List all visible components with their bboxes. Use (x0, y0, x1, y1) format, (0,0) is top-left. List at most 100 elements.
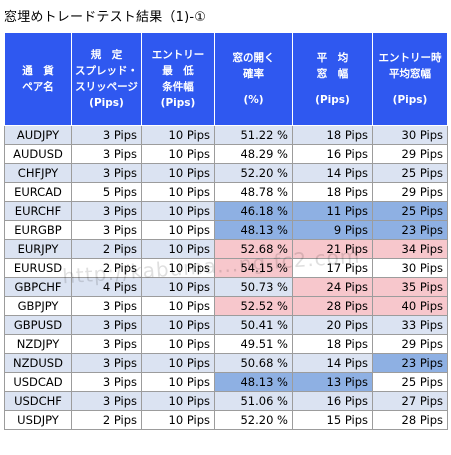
spread-cell: 3 Pips (71, 296, 142, 316)
header-spread: 規 定スプレッド・ スリッページ (Pips) (71, 32, 142, 126)
probability-cell: 49.51 % (214, 334, 293, 354)
spread-cell: 3 Pips (71, 372, 142, 392)
pair-cell: AUDJPY (4, 125, 72, 145)
min-entry-cell: 10 Pips (141, 296, 215, 316)
avg-window-cell: 9 Pips (292, 220, 373, 240)
pair-cell: EURGBP (4, 220, 72, 240)
header-line: 最 低 (162, 65, 194, 77)
table-row: GBPJPY 3 Pips 10 Pips 52.52 % 28 Pips 40 Pips (4, 296, 448, 316)
probability-cell: 48.29 % (214, 144, 293, 164)
avg-window-cell: 20 Pips (292, 315, 373, 335)
header-line: 通 貨 (22, 65, 54, 77)
entry-avg-window-cell: 27 Pips (372, 391, 448, 411)
probability-cell: 48.13 % (214, 220, 293, 240)
entry-avg-window-cell: 34 Pips (372, 239, 448, 259)
min-entry-cell: 10 Pips (141, 220, 215, 240)
entry-avg-window-cell: 29 Pips (372, 144, 448, 164)
avg-window-cell: 18 Pips (292, 125, 373, 145)
header-probability: 窓の開く確率 (%) (214, 32, 293, 126)
pair-cell: AUDUSD (4, 144, 72, 164)
pair-cell: EURCHF (4, 201, 72, 221)
header-spacer (295, 82, 370, 92)
pair-cell: CHFJPY (4, 163, 72, 183)
entry-avg-window-cell: 30 Pips (372, 125, 448, 145)
header-line: 確率 (243, 68, 264, 80)
avg-window-cell: 16 Pips (292, 391, 373, 411)
entry-avg-window-cell: 33 Pips (372, 315, 448, 335)
pair-cell: USDJPY (4, 410, 72, 430)
min-entry-cell: 10 Pips (141, 334, 215, 354)
spread-cell: 3 Pips (71, 125, 142, 145)
min-entry-cell: 10 Pips (141, 410, 215, 430)
spread-cell: 3 Pips (71, 163, 142, 183)
entry-avg-window-cell: 40 Pips (372, 296, 448, 316)
spread-cell: 3 Pips (71, 220, 142, 240)
entry-avg-window-cell: 25 Pips (372, 163, 448, 183)
probability-cell: 52.68 % (214, 239, 293, 259)
header-min-entry: エントリー最 低条件幅 (Pips) (141, 32, 215, 126)
spread-cell: 3 Pips (71, 144, 142, 164)
table-row: NZDUSD 3 Pips 10 Pips 50.68 % 14 Pips 23 Pips (4, 353, 448, 373)
probability-cell: 50.41 % (214, 315, 293, 335)
pair-cell: GBPUSD (4, 315, 72, 335)
header-line: 窓の開く (232, 52, 275, 64)
probability-cell: 48.13 % (214, 372, 293, 392)
header-line: スリッページ (75, 81, 138, 93)
entry-avg-window-cell: 35 Pips (372, 277, 448, 297)
avg-window-cell: 21 Pips (292, 239, 373, 259)
avg-window-cell: 11 Pips (292, 201, 373, 221)
table-row: EURUSD 2 Pips 10 Pips 54.15 % 17 Pips 30 Pips (4, 258, 448, 278)
pair-cell: EURJPY (4, 239, 72, 259)
header-pair: 通 貨ペア名 (4, 32, 72, 126)
avg-window-cell: 16 Pips (292, 144, 373, 164)
avg-window-cell: 13 Pips (292, 372, 373, 392)
header-line: (%) (243, 94, 264, 106)
table-row: EURGBP 3 Pips 10 Pips 48.13 % 9 Pips 23 Pips (4, 220, 448, 240)
header-line: 平均窓幅 (389, 68, 431, 80)
results-table: 通 貨ペア名 規 定スプレッド・ スリッページ (Pips) エントリー最 低条件幅… (4, 32, 448, 430)
min-entry-cell: 10 Pips (141, 258, 215, 278)
header-line: 窓 幅 (316, 68, 349, 80)
header-spacer (217, 82, 290, 92)
header-line: 条件幅 (162, 81, 194, 93)
entry-avg-window-cell: 23 Pips (372, 220, 448, 240)
entry-avg-window-cell: 25 Pips (372, 372, 448, 392)
min-entry-cell: 10 Pips (141, 372, 215, 392)
pair-cell: EURUSD (4, 258, 72, 278)
spread-cell: 5 Pips (71, 182, 142, 202)
entry-avg-window-cell: 23 Pips (372, 353, 448, 373)
min-entry-cell: 10 Pips (141, 201, 215, 221)
probability-cell: 48.78 % (214, 182, 293, 202)
table-row: EURJPY 2 Pips 10 Pips 52.68 % 21 Pips 34 Pips (4, 239, 448, 259)
probability-cell: 46.18 % (214, 201, 293, 221)
entry-avg-window-cell: 29 Pips (372, 182, 448, 202)
avg-window-cell: 18 Pips (292, 334, 373, 354)
entry-avg-window-cell: 25 Pips (372, 201, 448, 221)
min-entry-cell: 10 Pips (141, 182, 215, 202)
page-title: 窓埋めトレードテスト結果（1)-① (4, 10, 207, 25)
min-entry-cell: 10 Pips (141, 391, 215, 411)
header-line: (Pips) (315, 94, 350, 106)
table-row: USDCHF 3 Pips 10 Pips 51.06 % 16 Pips 27 Pips (4, 391, 448, 411)
table-row: NZDJPY 3 Pips 10 Pips 49.51 % 18 Pips 29 Pips (4, 334, 448, 354)
header-line: ペア名 (22, 81, 54, 93)
header-line: (Pips) (392, 94, 428, 106)
pair-cell: EURCAD (4, 182, 72, 202)
header-line: エントリー (151, 49, 205, 61)
probability-cell: 50.73 % (214, 277, 293, 297)
header-line: 規 定 (90, 49, 123, 61)
min-entry-cell: 10 Pips (141, 144, 215, 164)
pair-cell: NZDUSD (4, 353, 72, 373)
avg-window-cell: 17 Pips (292, 258, 373, 278)
spread-cell: 2 Pips (71, 410, 142, 430)
min-entry-cell: 10 Pips (141, 163, 215, 183)
header-line: (Pips) (89, 97, 124, 109)
header-avg-window: 平 均窓 幅 (Pips) (292, 32, 373, 126)
spread-cell: 3 Pips (71, 315, 142, 335)
pair-cell: GBPJPY (4, 296, 72, 316)
avg-window-cell: 24 Pips (292, 277, 373, 297)
spread-cell: 2 Pips (71, 239, 142, 259)
avg-window-cell: 14 Pips (292, 353, 373, 373)
probability-cell: 52.20 % (214, 163, 293, 183)
probability-cell: 50.68 % (214, 353, 293, 373)
